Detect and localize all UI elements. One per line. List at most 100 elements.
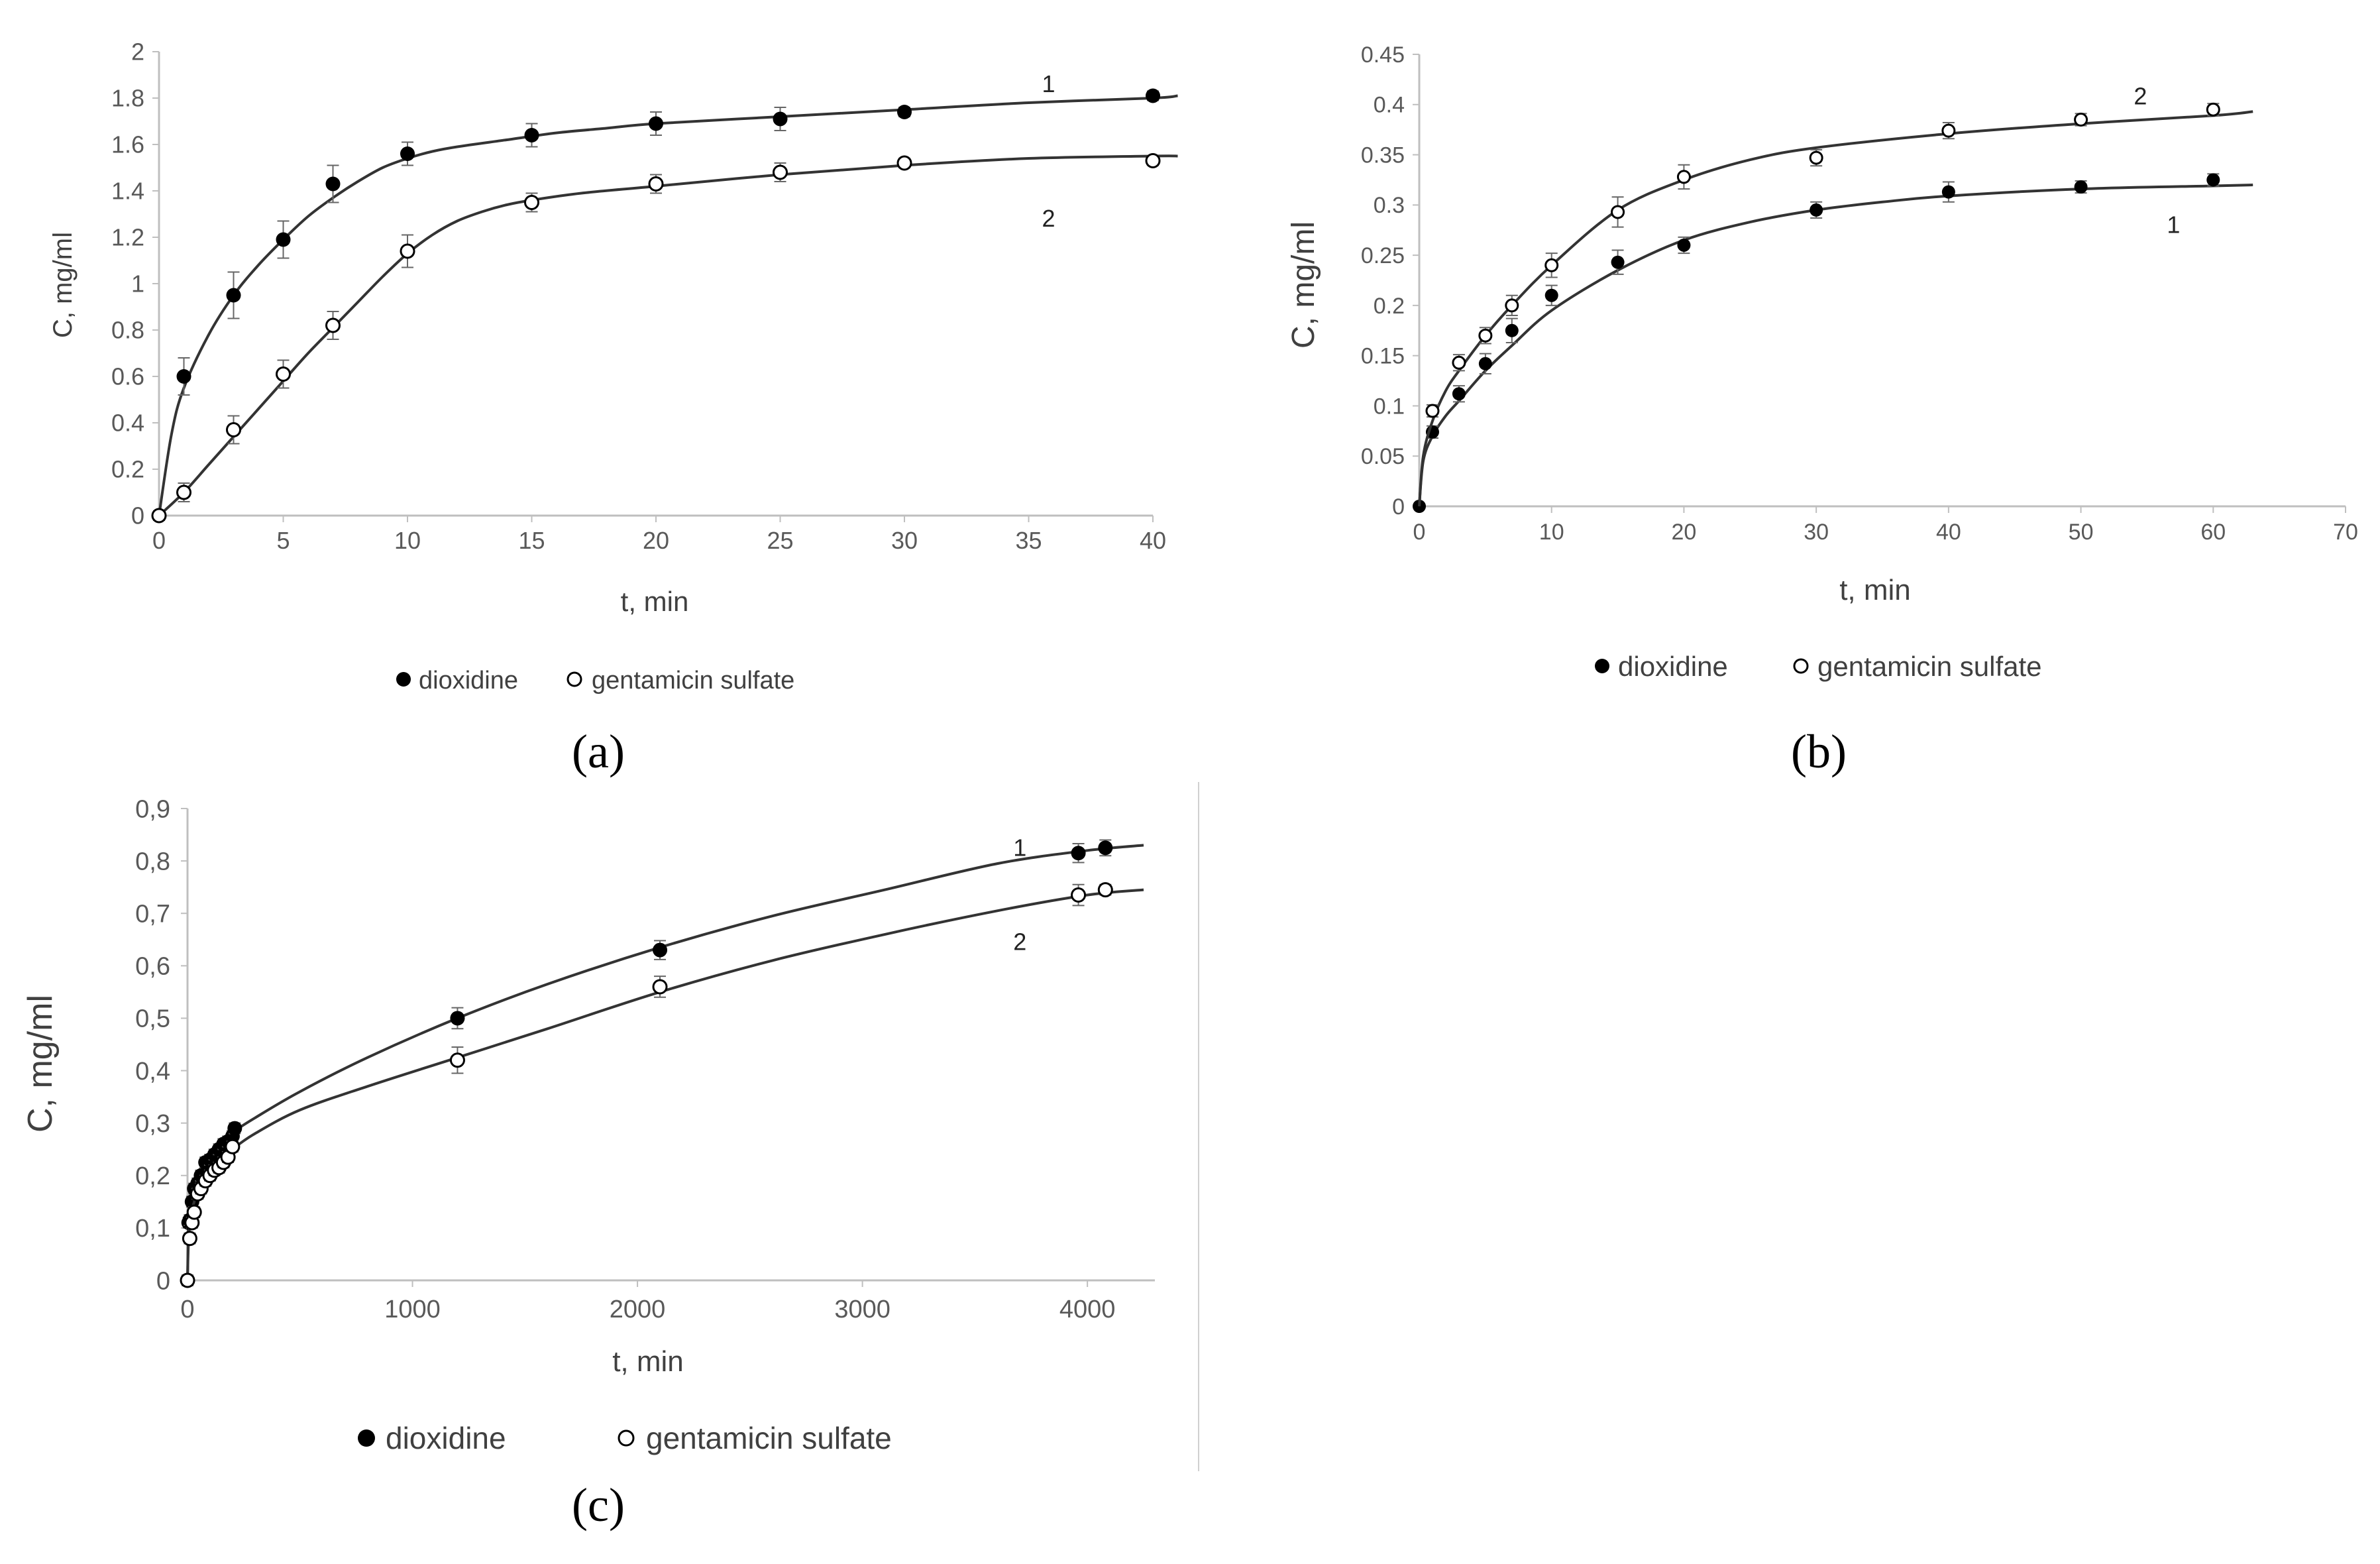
- data-point: [400, 146, 415, 161]
- legend-marker-dioxidine: [1595, 659, 1609, 673]
- y-tick-label: 1.8: [111, 85, 144, 112]
- x-tick-label: 35: [1015, 527, 1042, 554]
- data-point: [1145, 153, 1161, 168]
- y-tick-label: 0: [1392, 494, 1405, 520]
- data-point: [180, 1272, 195, 1288]
- x-axis-label: t, min: [621, 586, 689, 617]
- x-tick-label: 50: [2069, 520, 2094, 545]
- fit-curve: [158, 154, 1178, 517]
- fit-curve: [1418, 110, 2253, 507]
- data-point: [1505, 323, 1519, 337]
- x-tick-label: 4000: [1059, 1296, 1116, 1323]
- data-point: [652, 979, 668, 995]
- data-point: [151, 508, 167, 524]
- data-point: [276, 366, 291, 382]
- x-tick-label: 40: [1140, 527, 1166, 554]
- y-tick-label: 0.3: [1374, 193, 1405, 218]
- y-tick-label: 0.4: [111, 410, 144, 437]
- y-tick-label: 0,7: [135, 901, 170, 928]
- curve-number-label: 2: [2134, 83, 2147, 110]
- data-point: [1071, 887, 1087, 903]
- x-tick-label: 40: [1936, 520, 1961, 545]
- data-point: [524, 195, 539, 210]
- y-tick-label: 0.2: [111, 456, 144, 483]
- data-point: [226, 288, 241, 303]
- data-point: [2206, 102, 2220, 117]
- curve-number-label: 1: [1013, 834, 1026, 861]
- y-tick-label: 0.6: [111, 363, 144, 390]
- x-tick-label: 0: [152, 527, 166, 554]
- data-point: [186, 1204, 202, 1220]
- y-tick-label: 0,2: [135, 1162, 170, 1190]
- data-point: [226, 422, 241, 437]
- data-point: [1505, 298, 1519, 313]
- y-tick-label: 1: [131, 270, 144, 298]
- data-point: [1098, 840, 1113, 856]
- series-dioxidine: 1: [181, 834, 1144, 1281]
- y-tick-label: 0.1: [1374, 394, 1405, 419]
- legend-marker-gentamicin: [1793, 658, 1809, 674]
- data-point: [773, 164, 788, 180]
- data-point: [1452, 355, 1466, 370]
- data-point: [2206, 173, 2220, 187]
- legend: dioxidine gentamicin sulfate: [396, 667, 794, 695]
- data-point: [182, 1231, 197, 1247]
- data-point: [176, 369, 191, 384]
- x-axis-label: t, min: [612, 1345, 684, 1378]
- panel-label-c: (c): [572, 1479, 625, 1532]
- plot-area: 0 0,1 0,2 0,3 0,4 0,5 0,6 0,7 0,8 0,9 0 1000 2000 300…: [135, 795, 1155, 1323]
- data-point: [524, 128, 539, 142]
- y-axis-label: C, mg/ml: [1286, 221, 1321, 349]
- y-tick-label: 0.8: [111, 317, 144, 344]
- data-point: [897, 105, 912, 119]
- y-tick-label: 1.4: [111, 178, 144, 205]
- y-tick-label: 1.2: [111, 224, 144, 251]
- data-point: [1478, 328, 1493, 343]
- series-dioxidine: 1: [152, 70, 1178, 523]
- data-point: [896, 155, 912, 171]
- y-tick-label: 0,8: [135, 848, 170, 875]
- y-tick-label: 2: [131, 38, 144, 66]
- chart-panel-b: C, mg/ml t, min dioxidine gentamicin sul…: [1286, 42, 2358, 778]
- curve-number-label: 2: [1013, 928, 1026, 956]
- data-point: [1478, 357, 1492, 370]
- y-axis-label: C, mg/ml: [48, 232, 78, 338]
- legend-marker-dioxidine: [396, 672, 411, 687]
- series-gentamicin: 2: [151, 153, 1178, 524]
- y-tick-label: 0: [131, 502, 144, 530]
- chart-panel-a: C, mg/ml t, min dioxidine gentamicin sul…: [48, 38, 1178, 778]
- data-point: [1809, 150, 1823, 165]
- data-point: [1452, 387, 1466, 401]
- legend: dioxidine gentamicin sulfate: [1595, 651, 2042, 682]
- data-point: [276, 232, 291, 247]
- legend-label-dioxidine: dioxidine: [1618, 651, 1728, 682]
- data-point: [648, 176, 664, 192]
- x-tick-label: 2000: [610, 1296, 666, 1323]
- data-point: [1676, 170, 1691, 184]
- data-point: [1611, 205, 1625, 219]
- fit-curve: [1418, 184, 2253, 507]
- panel-divider: [1198, 782, 1199, 1471]
- y-tick-label: 0,4: [135, 1058, 170, 1086]
- data-point: [653, 942, 668, 958]
- data-point: [325, 317, 341, 333]
- x-tick-label: 70: [2333, 520, 2358, 545]
- data-point: [2074, 113, 2088, 127]
- data-point: [1941, 185, 1955, 199]
- data-point: [450, 1011, 465, 1026]
- legend-label-dioxidine: dioxidine: [386, 1421, 506, 1455]
- data-point: [2074, 180, 2088, 194]
- x-tick-label: 25: [767, 527, 793, 554]
- y-tick-label: 0,5: [135, 1005, 170, 1033]
- y-tick-label: 0.4: [1374, 93, 1405, 118]
- curve-number-label: 2: [1042, 205, 1055, 232]
- data-point: [649, 116, 663, 131]
- x-tick-label: 10: [1539, 520, 1564, 545]
- curve-number-label: 1: [1042, 70, 1055, 97]
- series-gentamicin: 2: [180, 882, 1144, 1288]
- data-point: [1544, 288, 1558, 302]
- x-tick-label: 0: [180, 1296, 194, 1323]
- data-point: [1810, 203, 1823, 217]
- y-tick-label: 0: [156, 1267, 170, 1295]
- data-point: [227, 1121, 243, 1136]
